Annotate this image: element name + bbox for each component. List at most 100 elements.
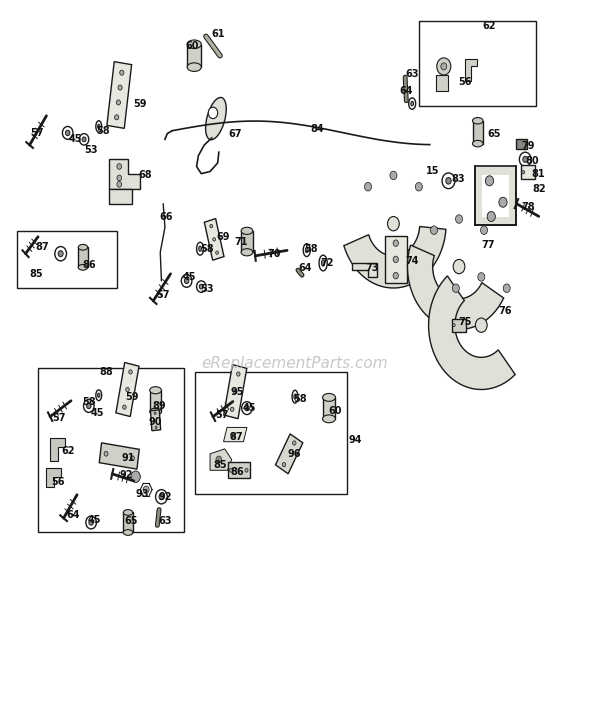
Polygon shape [521, 165, 535, 179]
Text: 65: 65 [124, 516, 137, 526]
Circle shape [293, 441, 296, 445]
Ellipse shape [96, 390, 101, 400]
Polygon shape [452, 319, 466, 331]
Text: 70: 70 [267, 249, 281, 259]
Text: 63: 63 [158, 516, 172, 526]
Polygon shape [46, 468, 61, 487]
Text: 60: 60 [186, 42, 199, 51]
Text: 92: 92 [158, 492, 172, 502]
Text: 58: 58 [96, 126, 110, 136]
Polygon shape [123, 513, 133, 533]
Circle shape [114, 115, 119, 120]
Text: 57: 57 [215, 411, 228, 421]
Circle shape [208, 107, 218, 119]
Circle shape [231, 432, 235, 438]
Circle shape [199, 284, 203, 289]
Circle shape [65, 130, 70, 136]
Ellipse shape [78, 244, 88, 250]
Text: 57: 57 [156, 290, 170, 300]
Circle shape [120, 70, 124, 75]
Text: 76: 76 [498, 306, 512, 316]
Text: 62: 62 [483, 22, 496, 32]
Text: 45: 45 [90, 408, 104, 418]
Polygon shape [465, 59, 477, 81]
Text: 83: 83 [451, 174, 465, 183]
Text: 94: 94 [348, 434, 362, 444]
Ellipse shape [96, 121, 101, 132]
Circle shape [143, 486, 149, 493]
Ellipse shape [196, 242, 204, 255]
Text: 80: 80 [526, 156, 539, 166]
Text: 72: 72 [320, 258, 334, 268]
Ellipse shape [323, 393, 336, 401]
Ellipse shape [303, 244, 310, 257]
Circle shape [210, 224, 212, 228]
Polygon shape [187, 45, 201, 67]
Polygon shape [78, 247, 88, 267]
Polygon shape [483, 175, 509, 216]
Circle shape [455, 215, 463, 224]
Text: 85: 85 [213, 460, 227, 470]
Polygon shape [241, 231, 253, 252]
Text: 58: 58 [201, 244, 214, 254]
Text: 45: 45 [242, 403, 256, 413]
Polygon shape [150, 390, 162, 412]
Circle shape [522, 170, 525, 174]
Circle shape [89, 520, 93, 525]
Text: 92: 92 [120, 470, 133, 480]
Circle shape [245, 468, 248, 472]
Circle shape [216, 251, 218, 255]
Text: 62: 62 [61, 446, 74, 456]
Text: 69: 69 [217, 232, 230, 242]
Bar [195, 372, 346, 494]
Text: 84: 84 [310, 124, 324, 134]
Circle shape [388, 216, 399, 231]
Text: 96: 96 [287, 449, 300, 459]
Polygon shape [224, 365, 247, 418]
Text: 85: 85 [30, 269, 43, 279]
Circle shape [231, 407, 234, 411]
Circle shape [481, 226, 487, 234]
Polygon shape [109, 160, 140, 189]
Circle shape [393, 256, 398, 262]
Circle shape [129, 370, 132, 374]
Text: 61: 61 [211, 29, 224, 40]
Polygon shape [408, 245, 504, 329]
Ellipse shape [123, 510, 133, 516]
Circle shape [154, 412, 156, 415]
Ellipse shape [78, 265, 88, 270]
Text: 67: 67 [228, 129, 242, 139]
Bar [17, 231, 117, 288]
Circle shape [453, 284, 460, 293]
Polygon shape [228, 462, 250, 478]
Text: 57: 57 [53, 413, 66, 423]
Circle shape [499, 197, 507, 207]
Circle shape [58, 251, 63, 257]
Circle shape [126, 388, 129, 392]
Circle shape [446, 178, 451, 184]
Text: 90: 90 [149, 418, 162, 427]
Text: 58: 58 [304, 244, 317, 254]
Polygon shape [150, 410, 160, 431]
Text: 58: 58 [82, 398, 96, 408]
Ellipse shape [150, 408, 162, 416]
Circle shape [486, 175, 494, 186]
Circle shape [131, 471, 140, 482]
Circle shape [365, 183, 372, 191]
Bar [38, 368, 183, 533]
Ellipse shape [322, 260, 324, 266]
Polygon shape [50, 438, 65, 461]
Polygon shape [476, 167, 516, 225]
Polygon shape [516, 139, 527, 150]
Text: 71: 71 [234, 237, 248, 247]
Polygon shape [473, 121, 483, 144]
Circle shape [519, 152, 531, 167]
Text: 58: 58 [293, 394, 306, 404]
Ellipse shape [187, 40, 201, 49]
Text: 15: 15 [426, 167, 440, 176]
Ellipse shape [241, 227, 253, 234]
Ellipse shape [97, 124, 100, 129]
Text: 45: 45 [68, 134, 82, 145]
Text: 88: 88 [100, 367, 113, 377]
Circle shape [390, 171, 397, 180]
